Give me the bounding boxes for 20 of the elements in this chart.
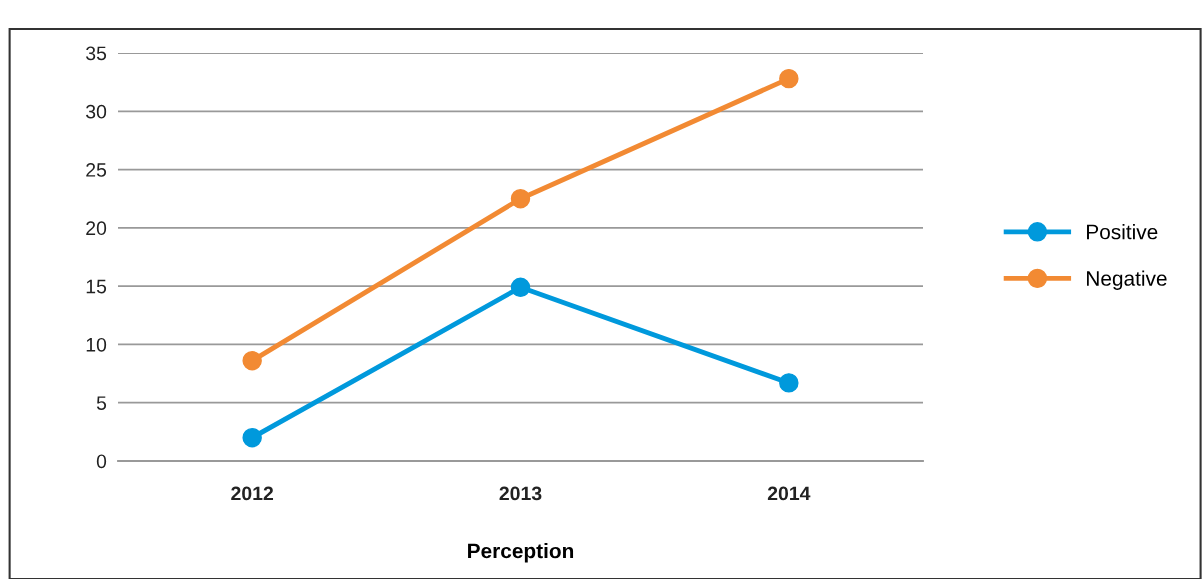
- y-tick-label: 30: [86, 104, 107, 119]
- y-tick-label: 20: [86, 221, 107, 236]
- x-tick-label: 2012: [231, 486, 274, 501]
- y-tick-label: 35: [86, 46, 107, 61]
- legend-label: Negative: [1087, 270, 1167, 290]
- y-tick-label: 5: [96, 396, 107, 410]
- y-tick-label: 15: [86, 279, 107, 294]
- y-tick-label: 0: [96, 454, 107, 469]
- x-axis-title: Perception: [468, 543, 574, 563]
- point: [242, 351, 262, 371]
- point: [510, 188, 531, 209]
- point: [779, 373, 799, 393]
- y-tick-label: 10: [86, 337, 107, 352]
- x-tick-label: 2014: [767, 486, 811, 501]
- point: [510, 277, 531, 298]
- x-tick-label: 2013: [499, 486, 542, 501]
- y-tick-label: 25: [86, 163, 107, 177]
- legend-label: Positive: [1087, 224, 1158, 240]
- point: [779, 68, 799, 89]
- point: [242, 427, 262, 448]
